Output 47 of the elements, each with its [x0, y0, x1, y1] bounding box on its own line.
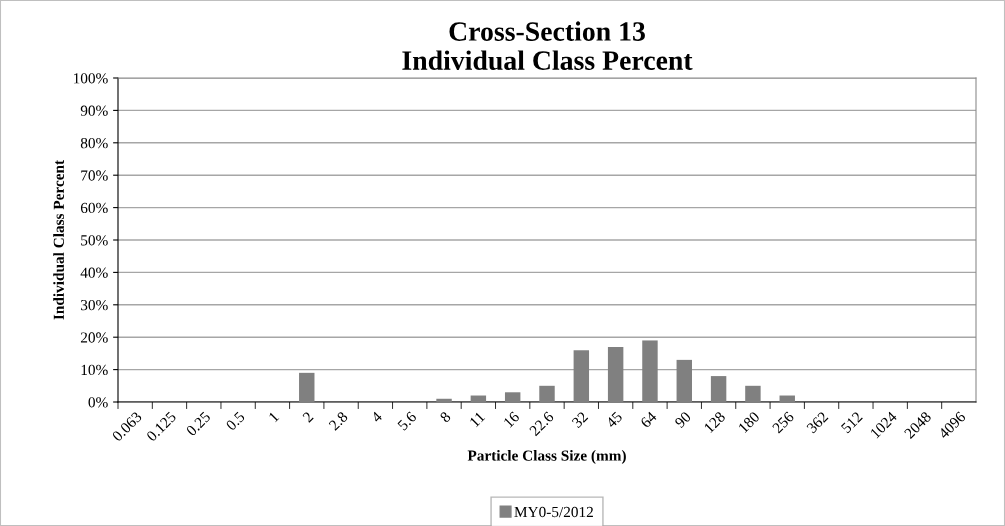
x-tick-label: 2.8: [328, 411, 349, 432]
x-tick-label: 4: [370, 410, 383, 424]
y-tick-label: 80%: [80, 137, 108, 149]
bar: [710, 376, 727, 402]
x-tick-label: 64: [639, 410, 658, 429]
y-tick-label: 30%: [81, 299, 108, 311]
bar: [504, 392, 521, 402]
y-tick-label: 40%: [80, 267, 108, 278]
y-tick-label: 0%: [88, 397, 108, 408]
x-tick-label: 128: [703, 411, 726, 434]
bar: [436, 398, 452, 402]
y-axis-title: Individual Class Percent: [53, 159, 65, 320]
x-tick-label: 8: [439, 411, 452, 423]
bar: [573, 350, 590, 402]
bar: [539, 385, 555, 402]
bar: [779, 395, 795, 402]
bar: [470, 395, 487, 402]
x-tick-label: 512: [840, 411, 863, 434]
x-tick-label: 11: [469, 411, 486, 428]
x-tick-label: 180: [737, 411, 761, 434]
x-tick-label: 2: [302, 411, 314, 423]
x-axis-title: Particle Class Size (mm): [467, 449, 626, 464]
y-tick-label: 90%: [80, 105, 108, 116]
legend-label: MY0-5/2012: [514, 506, 593, 518]
x-tick-label: 362: [806, 411, 829, 434]
x-tick-label: 90: [674, 411, 692, 429]
chart-title: Cross-Section 13 Individual Class Percent: [402, 21, 693, 71]
bar: [642, 340, 658, 402]
x-tick-label: 16: [503, 411, 520, 428]
bar: [745, 385, 761, 402]
x-tick-label: 1: [268, 411, 280, 423]
y-tick-label: 100%: [73, 73, 108, 84]
y-tick-label: 50%: [81, 235, 108, 246]
x-tick-label: 22.6: [528, 411, 555, 437]
y-tick-label: 70%: [81, 170, 108, 181]
y-tick-label: 20%: [80, 332, 108, 343]
bar: [299, 372, 315, 402]
y-tick-label: 10%: [81, 364, 108, 376]
x-tick-label: 0.5: [225, 411, 246, 432]
x-tick-label: 45: [605, 411, 623, 429]
bar: [607, 346, 624, 402]
x-tick-label: 32: [571, 411, 589, 429]
y-tick-label: 60%: [80, 202, 108, 214]
bar: [676, 359, 692, 402]
x-tick-label: 5.6: [397, 411, 418, 431]
x-tick-label: 256: [771, 411, 795, 434]
x-tick-label: 0.25: [185, 411, 212, 437]
